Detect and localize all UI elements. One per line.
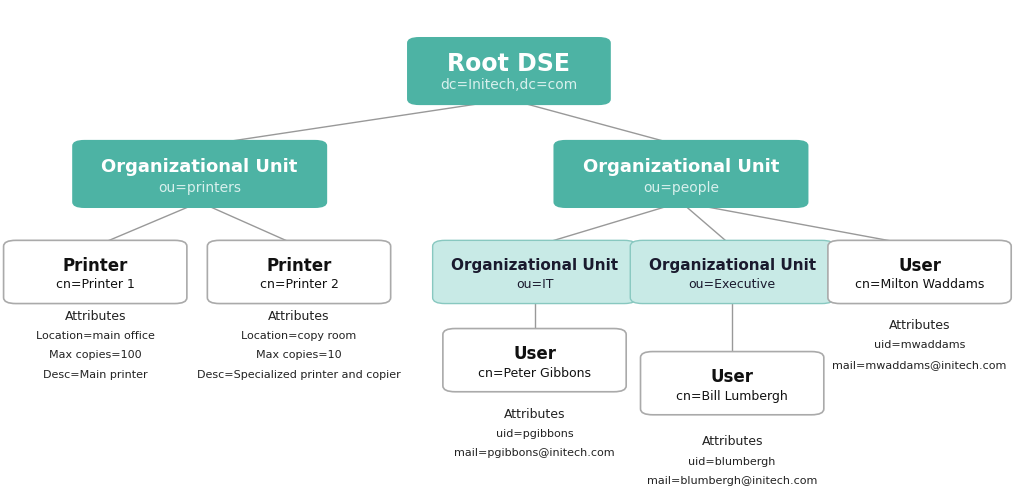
Text: ou=IT: ou=IT [516, 278, 553, 292]
Text: Max copies=10: Max copies=10 [256, 350, 342, 360]
Text: User: User [513, 345, 556, 363]
Text: Attributes: Attributes [701, 436, 763, 448]
Text: mail=pgibbons@initech.com: mail=pgibbons@initech.com [455, 448, 614, 458]
Text: ou=Executive: ou=Executive [688, 278, 776, 292]
Text: User: User [711, 368, 754, 386]
FancyBboxPatch shape [432, 240, 636, 303]
Text: Max copies=100: Max copies=100 [49, 350, 141, 360]
Text: Organizational Unit: Organizational Unit [101, 158, 298, 176]
FancyBboxPatch shape [3, 240, 186, 303]
Text: mail=blumbergh@initech.com: mail=blumbergh@initech.com [647, 476, 817, 486]
Text: Attributes: Attributes [889, 319, 950, 332]
FancyBboxPatch shape [207, 240, 390, 303]
Text: Attributes: Attributes [268, 310, 330, 322]
Text: Attributes: Attributes [65, 310, 126, 322]
Text: Organizational Unit: Organizational Unit [451, 258, 618, 273]
Text: uid=pgibbons: uid=pgibbons [496, 429, 573, 439]
Text: Organizational Unit: Organizational Unit [583, 158, 779, 176]
FancyBboxPatch shape [641, 352, 823, 415]
Text: User: User [898, 257, 941, 275]
Text: Printer: Printer [266, 257, 332, 275]
Text: cn=Milton Waddams: cn=Milton Waddams [855, 278, 984, 292]
Text: cn=Peter Gibbons: cn=Peter Gibbons [478, 367, 591, 380]
Text: dc=Initech,dc=com: dc=Initech,dc=com [440, 78, 578, 92]
FancyBboxPatch shape [827, 240, 1012, 303]
FancyBboxPatch shape [630, 240, 834, 303]
FancyBboxPatch shape [553, 140, 809, 208]
Text: uid=mwaddams: uid=mwaddams [873, 341, 966, 350]
Text: cn=Printer 2: cn=Printer 2 [259, 278, 339, 292]
Text: ou=people: ou=people [643, 181, 719, 195]
Text: cn=Bill Lumbergh: cn=Bill Lumbergh [676, 390, 788, 403]
Text: uid=blumbergh: uid=blumbergh [688, 457, 776, 466]
Text: Organizational Unit: Organizational Unit [648, 258, 816, 273]
FancyBboxPatch shape [72, 140, 328, 208]
Text: mail=mwaddams@initech.com: mail=mwaddams@initech.com [833, 360, 1007, 370]
FancyBboxPatch shape [442, 329, 626, 392]
Text: ou=printers: ou=printers [158, 181, 242, 195]
Text: Location=copy room: Location=copy room [242, 331, 356, 341]
Text: Desc=Main printer: Desc=Main printer [43, 370, 147, 380]
Text: Attributes: Attributes [504, 408, 565, 420]
Text: cn=Printer 1: cn=Printer 1 [55, 278, 135, 292]
Text: Root DSE: Root DSE [447, 52, 570, 76]
Text: Location=main office: Location=main office [36, 331, 155, 341]
Text: Printer: Printer [62, 257, 128, 275]
Text: Desc=Specialized printer and copier: Desc=Specialized printer and copier [198, 370, 400, 380]
FancyBboxPatch shape [407, 37, 610, 105]
